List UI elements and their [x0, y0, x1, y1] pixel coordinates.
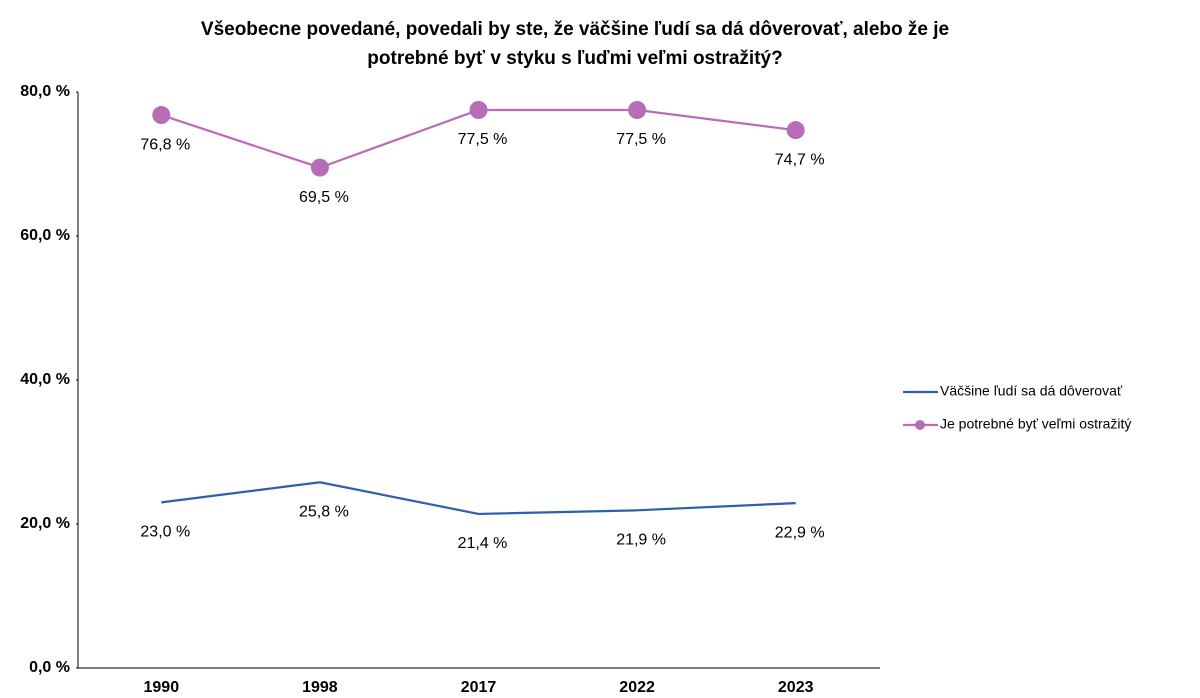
y-tick-label: 60,0 % [20, 227, 70, 244]
point [310, 158, 329, 177]
data-label: 22,9 % [775, 524, 825, 541]
x-tick-label: 2017 [461, 679, 497, 696]
legend-marker [915, 420, 925, 430]
point [786, 121, 805, 140]
x-tick-label: 1990 [144, 679, 180, 696]
data-label: 21,4 % [458, 535, 508, 552]
legend-label: Je potrebné byť veľmi ostražitý [940, 416, 1131, 432]
data-label: 21,9 % [616, 532, 666, 549]
data-label: 69,5 % [299, 189, 349, 206]
data-label: 77,5 % [616, 131, 666, 148]
chart-title: potrebné byť v styku s ľuďmi veľmi ostra… [367, 48, 782, 69]
y-tick-label: 40,0 % [20, 371, 70, 388]
y-tick-label: 20,0 % [20, 515, 70, 532]
point [152, 106, 171, 125]
y-tick-label: 80,0 % [20, 83, 70, 100]
data-label: 76,8 % [140, 136, 190, 153]
legend-label: Väčšine ľudí sa dá dôverovať [940, 383, 1123, 399]
data-label: 23,0 % [140, 524, 190, 541]
data-label: 74,7 % [775, 151, 825, 168]
x-tick-label: 1998 [302, 679, 338, 696]
y-tick-label: 0,0 % [29, 659, 70, 676]
point [628, 101, 647, 119]
x-tick-label: 2023 [778, 679, 814, 696]
data-label: 77,5 % [458, 131, 508, 148]
chart-title: Všeobecne povedané, povedali by ste, že … [201, 19, 949, 40]
data-label: 25,8 % [299, 503, 349, 520]
series-line [161, 481, 796, 516]
x-tick-label: 2022 [619, 679, 655, 696]
point [469, 101, 488, 119]
